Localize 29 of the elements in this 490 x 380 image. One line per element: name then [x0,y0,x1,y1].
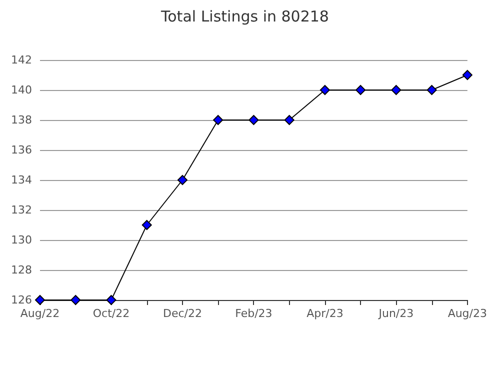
point [356,85,366,95]
y-tick-label: 132 [11,204,32,216]
y-tick-label: 140 [11,84,32,96]
x-tick-label: Oct/22 [92,307,130,320]
x-tick-label: Dec/22 [162,307,202,320]
y-tick-label: 136 [11,144,32,156]
y-tick-label: 128 [11,264,32,276]
point [248,115,259,125]
y-tick-label: 134 [11,174,32,186]
point [320,85,330,95]
chart-title: Total Listings in 80218 [160,8,329,26]
point [142,220,152,230]
point [106,295,116,305]
x-tick-label: Jun/23 [378,307,414,320]
y-tick-label: 138 [11,114,32,126]
y-tick-label: 142 [11,54,32,66]
point [426,85,437,95]
y-tick-label: 126 [11,294,32,306]
x-tick-label: Apr/23 [306,307,344,320]
point [213,115,224,125]
point [70,295,81,305]
x-tick-label: Aug/22 [20,307,60,320]
x-tick-label: Aug/23 [448,307,488,320]
point [462,70,472,80]
x-tick-label: Feb/23 [235,307,272,320]
point [284,115,294,125]
y-tick-label: 130 [11,234,32,246]
point [177,175,188,185]
point [391,85,402,95]
